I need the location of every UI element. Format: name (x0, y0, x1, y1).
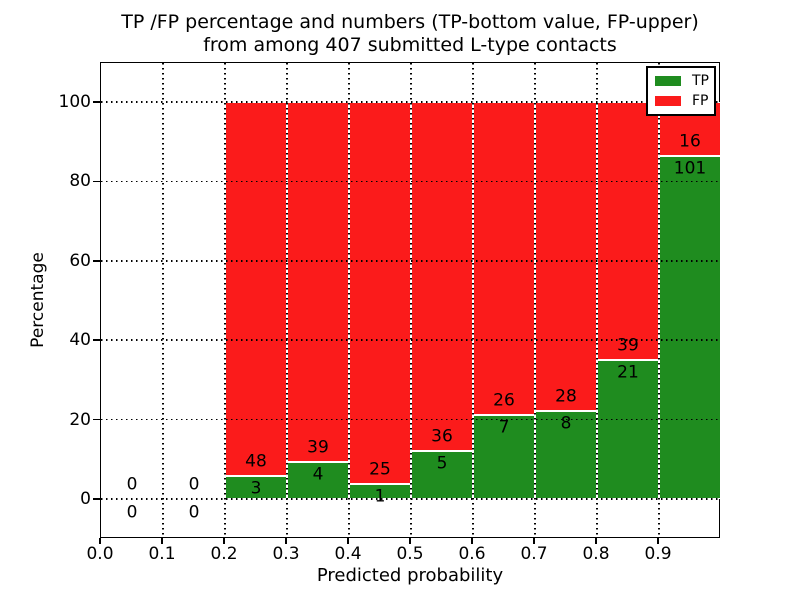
chart-title: TP /FP percentage and numbers (TP-bottom… (100, 11, 720, 57)
y-tick-label: 100 (58, 92, 91, 112)
bar-segment-tp (659, 156, 721, 499)
grid-layer (101, 63, 719, 537)
bar-segment-fp (287, 102, 349, 463)
x-tick (161, 538, 163, 544)
bar-segment-tp (597, 360, 659, 499)
bar-count-label-tp: 21 (617, 362, 639, 383)
plot-area: 0 0 0 0 48 3 39 4 25 1 36 5 26 7 28 8 39 21 16 101 TP FP (100, 62, 721, 538)
y-tick (93, 260, 100, 262)
gridline-v (596, 63, 598, 537)
gridline-h (101, 339, 719, 341)
bar-count-label-fp: 36 (431, 426, 453, 447)
x-tick-label: 0.2 (210, 544, 238, 564)
x-tick (657, 538, 659, 544)
x-tick (595, 538, 597, 544)
y-tick-label: 0 (80, 489, 91, 509)
x-axis-label: Predicted probability (316, 565, 504, 586)
y-tick-label: 80 (69, 171, 91, 192)
y-tick (93, 498, 100, 500)
gridline-h (101, 260, 719, 262)
y-tick (93, 418, 100, 421)
y-tick-label: 20 (69, 409, 91, 430)
x-tick-label: 0.5 (396, 544, 424, 564)
bar-segment-tp (473, 414, 535, 499)
x-tick (223, 538, 225, 544)
x-tick-label: 0.0 (86, 544, 114, 564)
bar-count-label-tp: 0 (188, 502, 200, 523)
bar-count-label-fp: 39 (307, 437, 329, 458)
bar-segment-fp (473, 102, 535, 415)
x-tick (347, 538, 349, 544)
labels-layer: 0 0 0 0 48 3 39 4 25 1 36 5 26 7 28 8 39 21 16 101 (101, 63, 719, 537)
chart-title-line-2: from among 407 submitted L-type contacts (203, 34, 617, 56)
legend-item: FP (655, 93, 709, 109)
x-tick (285, 538, 287, 544)
bar-count-label-fp: 16 (679, 131, 701, 152)
bar-count-label-fp: 0 (188, 474, 200, 495)
gridline-v (658, 63, 660, 537)
gridline-v (534, 63, 536, 537)
legend-label: FP (692, 93, 709, 109)
x-tick-label: 0.8 (582, 544, 610, 564)
bar-count-label-fp: 48 (245, 451, 267, 472)
legend-swatch-tp (655, 76, 681, 86)
bar-count-label-tp: 101 (673, 158, 707, 179)
bar-count-label-tp: 5 (436, 453, 448, 474)
x-tick (471, 538, 473, 544)
y-tick (93, 101, 100, 103)
gridline-h (101, 498, 719, 500)
bar-count-label-fp: 39 (617, 335, 639, 356)
x-tick-label: 0.6 (458, 544, 486, 564)
legend-label: TP (692, 73, 709, 89)
bar-count-label-tp: 0 (126, 502, 138, 523)
gridline-v (224, 63, 226, 537)
legend-swatch-fp (655, 96, 681, 106)
x-tick (99, 538, 101, 544)
y-tick (93, 339, 100, 341)
gridline-v (410, 63, 412, 537)
legend-item: TP (655, 73, 709, 89)
bar-count-label-tp: 3 (250, 478, 262, 499)
x-tick (409, 538, 411, 544)
y-tick (93, 180, 100, 183)
x-tick-label: 0.7 (520, 544, 548, 564)
bar-count-label-tp: 1 (374, 486, 386, 507)
bar-segment-fp (411, 102, 473, 451)
chart-title-line-1: TP /FP percentage and numbers (TP-bottom… (121, 11, 699, 33)
x-tick-label: 0.9 (644, 544, 672, 564)
gridline-h (101, 101, 719, 103)
bar-count-label-tp: 8 (560, 413, 572, 434)
x-tick-label: 0.4 (334, 544, 362, 564)
y-tick-label: 60 (69, 250, 91, 271)
bar-count-label-fp: 26 (493, 390, 515, 411)
bar-segment-tp (287, 462, 349, 499)
gridline-v (472, 63, 474, 537)
gridline-v (348, 63, 350, 537)
bar-count-label-fp: 0 (126, 474, 138, 495)
bar-count-label-tp: 4 (312, 464, 324, 485)
gridline-v (162, 63, 164, 537)
x-tick-label: 0.3 (272, 544, 300, 564)
y-tick-label: 40 (69, 330, 91, 351)
bar-count-label-fp: 28 (555, 386, 577, 407)
gridline-h (101, 418, 719, 421)
x-tick-label: 0.1 (148, 544, 176, 564)
gridline-h (101, 180, 719, 183)
bar-segment-tp (411, 450, 473, 499)
x-tick (533, 538, 535, 544)
bar-count-label-tp: 7 (498, 417, 510, 438)
bar-segment-tp (535, 410, 597, 499)
legend: TP FP (646, 66, 716, 116)
bar-count-label-fp: 25 (369, 459, 391, 480)
gridline-v (286, 63, 288, 537)
